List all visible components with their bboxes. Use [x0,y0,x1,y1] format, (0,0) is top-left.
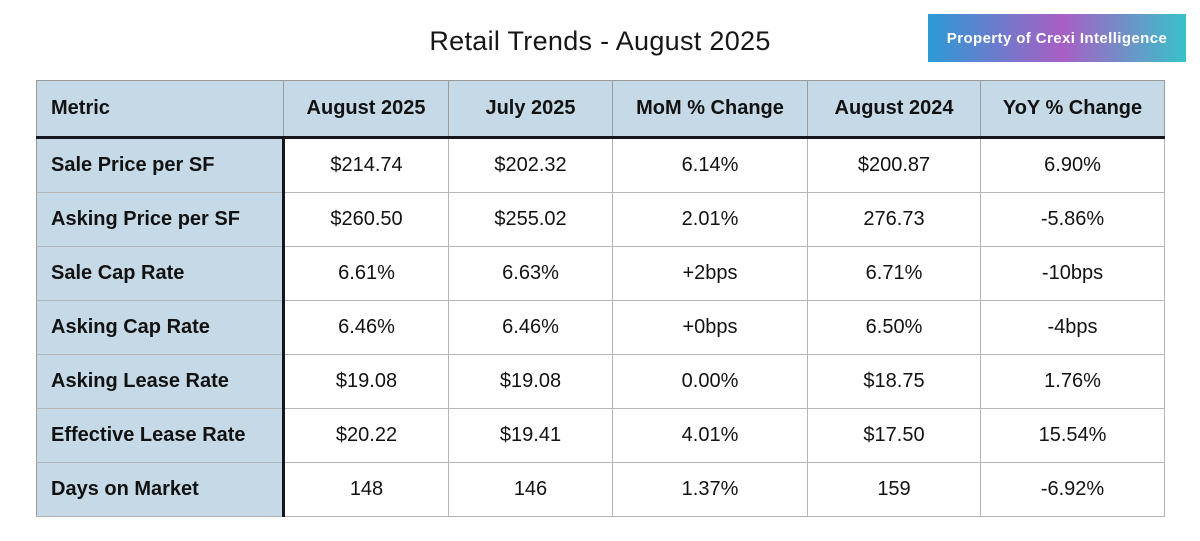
value-cell: 6.46% [283,300,449,355]
metric-cell: Asking Cap Rate [36,300,285,355]
value-cell: 276.73 [807,192,981,247]
value-cell: -5.86% [980,192,1165,247]
value-cell: $19.41 [448,408,613,463]
value-cell: 15.54% [980,408,1165,463]
value-cell: 6.14% [612,137,808,193]
page-title: Retail Trends - August 2025 [429,26,771,56]
table-row: Sale Price per SF $214.74 $202.32 6.14% $200… [36,137,1165,193]
table-row: Effective Lease Rate $20.22 $19.41 4.01% $17… [36,408,1165,463]
value-cell: $214.74 [283,137,449,193]
column-header-mom-change: MoM % Change [612,80,808,139]
value-cell: 6.90% [980,137,1165,193]
value-cell: $20.22 [283,408,449,463]
value-cell: $19.08 [448,354,613,409]
value-cell: $19.08 [283,354,449,409]
value-cell: -10bps [980,246,1165,301]
table-row: Asking Price per SF $260.50 $255.02 2.01% 27… [36,192,1165,247]
column-header-august-2024: August 2024 [807,80,981,139]
value-cell: 1.37% [612,462,808,517]
table-header: Metric August 2025 July 2025 MoM % Chang… [36,80,1165,139]
table-row: Asking Cap Rate 6.46% 6.46% +0bps 6.50% -4bps [36,300,1165,355]
value-cell: 1.76% [980,354,1165,409]
value-cell: 146 [448,462,613,517]
table-row: Days on Market 148 146 1.37% 159 -6.92% [36,462,1165,517]
crexi-intelligence-badge: Property of Crexi Intelligence [928,14,1186,62]
value-cell: -6.92% [980,462,1165,517]
value-cell: $255.02 [448,192,613,247]
value-cell: $202.32 [448,137,613,193]
metric-cell: Days on Market [36,462,285,517]
metric-cell: Sale Price per SF [36,137,285,193]
value-cell: 6.63% [448,246,613,301]
value-cell: +2bps [612,246,808,301]
value-cell: 6.46% [448,300,613,355]
value-cell: 2.01% [612,192,808,247]
value-cell: 4.01% [612,408,808,463]
value-cell: 0.00% [612,354,808,409]
value-cell: $260.50 [283,192,449,247]
retail-trends-table: Metric August 2025 July 2025 MoM % Chang… [36,80,1165,517]
value-cell: 6.71% [807,246,981,301]
value-cell: +0bps [612,300,808,355]
value-cell: 159 [807,462,981,517]
table-row: Asking Lease Rate $19.08 $19.08 0.00% $18.75… [36,354,1165,409]
metric-cell: Asking Price per SF [36,192,285,247]
value-cell: $200.87 [807,137,981,193]
table-body: Sale Price per SF $214.74 $202.32 6.14% $200… [36,137,1165,517]
metric-cell: Effective Lease Rate [36,408,285,463]
value-cell: -4bps [980,300,1165,355]
column-header-metric: Metric [36,80,284,139]
badge-label: Property of Crexi Intelligence [946,29,1168,47]
value-cell: 148 [283,462,449,517]
value-cell: 6.50% [807,300,981,355]
value-cell: $18.75 [807,354,981,409]
column-header-yoy-change: YoY % Change [980,80,1165,139]
column-header-august-2025: August 2025 [283,80,449,139]
value-cell: $17.50 [807,408,981,463]
metric-cell: Sale Cap Rate [36,246,285,301]
column-header-july-2025: July 2025 [448,80,613,139]
metric-cell: Asking Lease Rate [36,354,285,409]
table-row: Sale Cap Rate 6.61% 6.63% +2bps 6.71% -10bps [36,246,1165,301]
header-row: Metric August 2025 July 2025 MoM % Chang… [36,80,1165,139]
value-cell: 6.61% [283,246,449,301]
